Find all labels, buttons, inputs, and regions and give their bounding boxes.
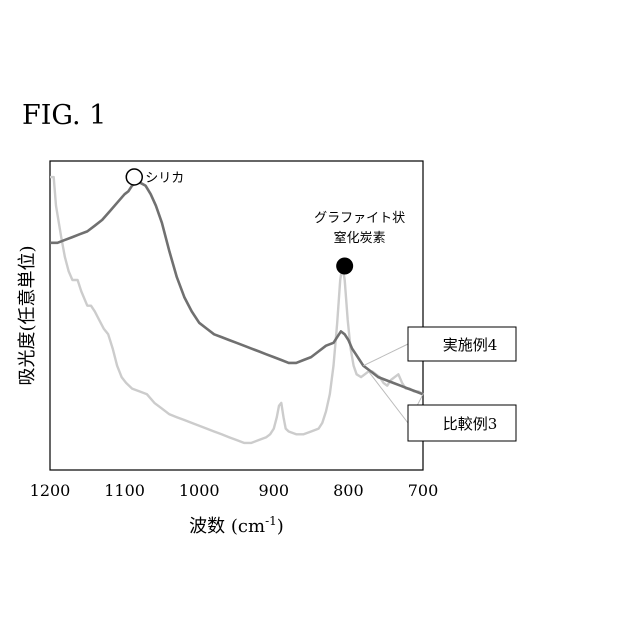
graphite-label-line1: グラファイト状 bbox=[314, 211, 405, 226]
legend-label-series-2: 比較例3 bbox=[443, 415, 498, 433]
legend-leader-line-series-2a bbox=[369, 371, 408, 423]
x-tick-label: 800 bbox=[333, 481, 364, 500]
x-axis-label-sup: -1 bbox=[265, 514, 277, 528]
silica-annotation: シリカ bbox=[126, 169, 184, 186]
x-tick-label: 1100 bbox=[104, 481, 145, 500]
silica-label: シリカ bbox=[145, 171, 184, 186]
graphite-label-line2: 窒化炭素 bbox=[334, 230, 386, 246]
x-axis-label: 波数 (cm-1) bbox=[189, 514, 284, 537]
graphite-annotation: グラファイト状 窒化炭素 bbox=[314, 211, 405, 275]
y-axis-label: 吸光度(任意単位) bbox=[17, 245, 38, 385]
x-tick-label: 1000 bbox=[179, 481, 220, 500]
x-tick-label: 1200 bbox=[30, 481, 71, 500]
x-tick-labels: 1200 1100 1000 900 800 700 bbox=[30, 481, 439, 500]
x-tick-label: 900 bbox=[259, 481, 290, 500]
x-tick-label: 700 bbox=[408, 481, 439, 500]
x-axis-label-tail: ) bbox=[277, 516, 284, 537]
plot-frame bbox=[50, 161, 423, 470]
figure-label: FIG. 1 bbox=[22, 100, 106, 131]
filled-circle-icon bbox=[336, 258, 353, 275]
legend-leader-line-series-1 bbox=[363, 344, 408, 366]
open-circle-icon bbox=[126, 169, 142, 185]
x-axis-label-main: 波数 (cm bbox=[189, 516, 265, 537]
legend-label-series-1: 実施例4 bbox=[443, 336, 498, 354]
chart: 1200 1100 1000 900 800 700 吸光度(任意単位) 波数 (cm-1… bbox=[17, 161, 516, 537]
